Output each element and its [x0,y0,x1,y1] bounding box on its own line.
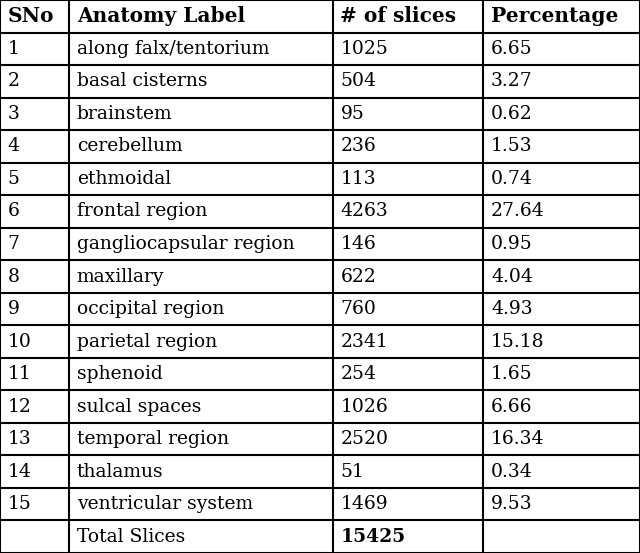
Text: 1.53: 1.53 [491,137,532,155]
Text: sphenoid: sphenoid [77,365,163,383]
Text: 2: 2 [8,72,20,90]
Text: 0.34: 0.34 [491,463,532,481]
Text: 3: 3 [8,105,20,123]
Text: 113: 113 [340,170,376,188]
Text: thalamus: thalamus [77,463,163,481]
Text: Percentage: Percentage [491,6,618,26]
Text: 760: 760 [340,300,376,318]
Text: 6: 6 [8,202,20,221]
Text: 4: 4 [8,137,20,155]
Text: 16.34: 16.34 [491,430,545,448]
Text: SNo: SNo [8,6,54,26]
Text: 3.27: 3.27 [491,72,532,90]
Text: 95: 95 [340,105,364,123]
Text: 146: 146 [340,235,376,253]
Text: # of slices: # of slices [340,6,456,26]
Text: 2520: 2520 [340,430,388,448]
Text: 2341: 2341 [340,332,388,351]
Text: occipital region: occipital region [77,300,224,318]
Text: gangliocapsular region: gangliocapsular region [77,235,294,253]
Text: along falx/tentorium: along falx/tentorium [77,40,269,58]
Text: 10: 10 [8,332,31,351]
Text: 51: 51 [340,463,364,481]
Text: cerebellum: cerebellum [77,137,182,155]
Text: Anatomy Label: Anatomy Label [77,6,245,26]
Text: 27.64: 27.64 [491,202,545,221]
Text: 1025: 1025 [340,40,388,58]
Text: sulcal spaces: sulcal spaces [77,398,201,416]
Text: 15425: 15425 [340,528,406,546]
Text: ethmoidal: ethmoidal [77,170,171,188]
Text: 1: 1 [8,40,20,58]
Text: frontal region: frontal region [77,202,207,221]
Text: parietal region: parietal region [77,332,217,351]
Text: 0.62: 0.62 [491,105,532,123]
Text: 7: 7 [8,235,20,253]
Text: 622: 622 [340,268,376,285]
Text: 236: 236 [340,137,376,155]
Text: brainstem: brainstem [77,105,172,123]
Text: 1469: 1469 [340,495,388,513]
Text: maxillary: maxillary [77,268,164,285]
Text: 504: 504 [340,72,376,90]
Text: 14: 14 [8,463,31,481]
Text: 4.04: 4.04 [491,268,532,285]
Text: 15: 15 [8,495,31,513]
Text: temporal region: temporal region [77,430,229,448]
Text: 13: 13 [8,430,31,448]
Text: 6.65: 6.65 [491,40,532,58]
Text: 0.74: 0.74 [491,170,532,188]
Text: 11: 11 [8,365,31,383]
Text: 1.65: 1.65 [491,365,532,383]
Text: 12: 12 [8,398,31,416]
Text: 4263: 4263 [340,202,388,221]
Text: 1026: 1026 [340,398,388,416]
Text: 6.66: 6.66 [491,398,532,416]
Text: 8: 8 [8,268,20,285]
Text: basal cisterns: basal cisterns [77,72,207,90]
Text: ventricular system: ventricular system [77,495,253,513]
Text: 254: 254 [340,365,376,383]
Text: 4.93: 4.93 [491,300,532,318]
Text: 9.53: 9.53 [491,495,532,513]
Text: 0.95: 0.95 [491,235,532,253]
Text: Total Slices: Total Slices [77,528,185,546]
Text: 5: 5 [8,170,20,188]
Text: 9: 9 [8,300,20,318]
Text: 15.18: 15.18 [491,332,545,351]
